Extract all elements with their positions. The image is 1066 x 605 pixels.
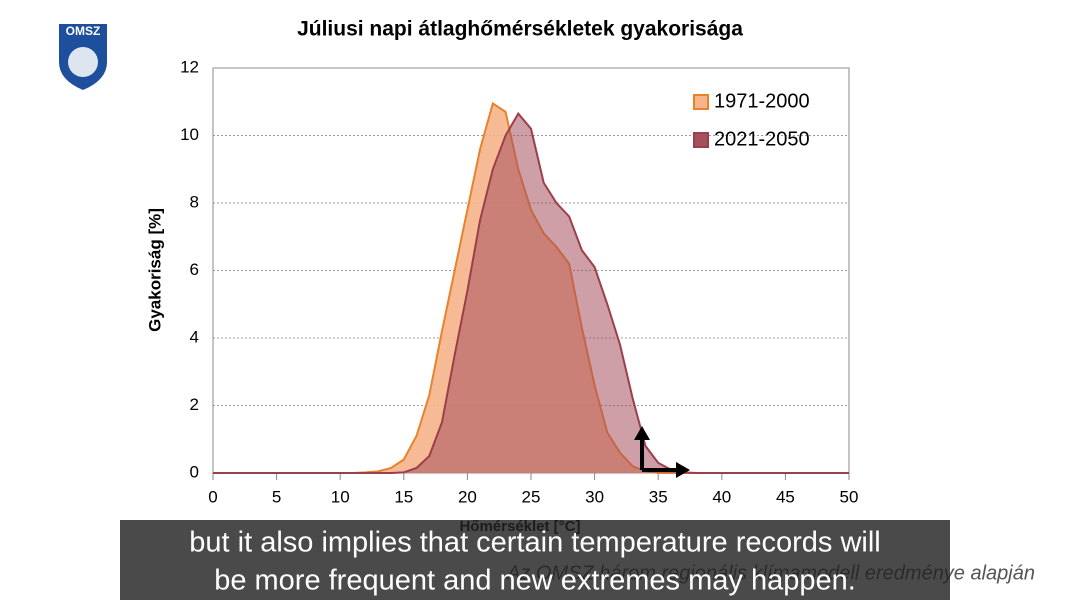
x-tick-label: 0 [208, 487, 217, 506]
area-line [213, 111, 849, 474]
logo-text: OMSZ [66, 24, 101, 38]
y-tick-label: 2 [190, 395, 199, 414]
logo-emblem [68, 47, 98, 77]
x-tick-label: 35 [649, 487, 668, 506]
caption-line: but it also implies that certain tempera… [189, 527, 880, 559]
x-tick-label: 45 [776, 487, 795, 506]
x-tick-label: 40 [712, 487, 731, 506]
area-fill [213, 113, 849, 473]
x-tick-label: 20 [458, 487, 477, 506]
chart-title: Júliusi napi átlaghőmérsékletek gyakoris… [297, 18, 743, 41]
y-tick-label: 6 [190, 260, 199, 279]
arrow-lines [640, 436, 680, 472]
x-tick-label: 30 [585, 487, 604, 506]
caption-box [120, 520, 950, 600]
x-tick-label: 25 [522, 487, 541, 506]
legend-swatch [693, 132, 709, 148]
y-axis-label: Gyakoriság [%] [145, 208, 164, 332]
x-tick-label: 10 [331, 487, 350, 506]
y-tick-label: 0 [190, 462, 199, 481]
plot: 0 2 4 6 8 10 12 0 5 10 15 20 25 30 35 40 45 50 1971-2000 20… [180, 57, 858, 506]
y-tick-label: 12 [180, 57, 199, 76]
legend-swatch [693, 94, 709, 110]
y-tick-label: 10 [180, 125, 199, 144]
y-tick-label: 8 [190, 192, 199, 211]
arrow-annotation [634, 426, 690, 478]
legend-label: 1971-2000 [714, 90, 810, 112]
x-tick-label: 15 [394, 487, 413, 506]
logo: OMSZ [59, 24, 107, 90]
x-tick-label: 5 [272, 487, 281, 506]
legend-label: 2021-2050 [714, 128, 810, 150]
caption-line: be more frequent and new extremes may ha… [214, 565, 856, 597]
arrow-heads [634, 426, 690, 478]
y-tick-label: 4 [190, 327, 199, 346]
x-tick-label: 50 [840, 487, 859, 506]
